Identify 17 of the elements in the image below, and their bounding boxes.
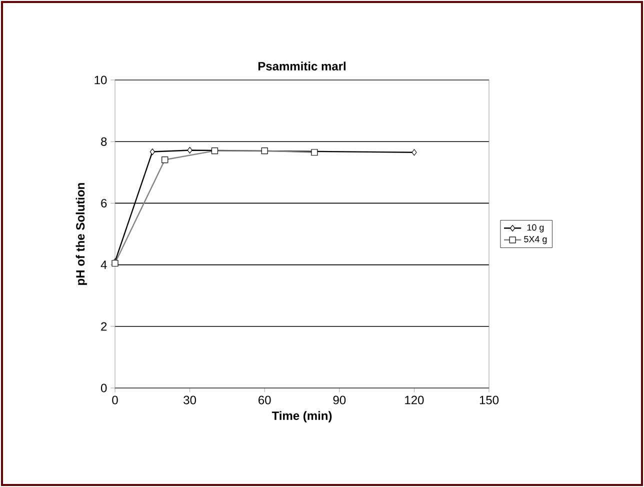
y-tick-label: 2 xyxy=(101,322,107,331)
x-axis-title: Time (min) xyxy=(272,411,332,422)
x-tick-label: 0 xyxy=(112,396,118,404)
y-tick-label: 8 xyxy=(101,137,107,146)
y-tick-label: 0 xyxy=(101,384,107,392)
legend-label: 5X4 g xyxy=(524,236,547,244)
y-tick-label: 10 xyxy=(94,76,107,84)
x-tick-label: 150 xyxy=(480,396,499,404)
y-axis-title: pH of the Solution xyxy=(76,183,87,285)
x-tick-label: 30 xyxy=(184,396,196,404)
y-tick-label: 6 xyxy=(101,198,107,208)
legend-label: 10 g xyxy=(527,224,544,232)
x-tick-label: 120 xyxy=(405,396,424,404)
y-tick-label: 4 xyxy=(100,260,107,269)
chart-title: Psammitic marl xyxy=(258,62,346,70)
x-tick-label: 60 xyxy=(258,396,271,404)
x-tick-label: 90 xyxy=(333,396,346,404)
